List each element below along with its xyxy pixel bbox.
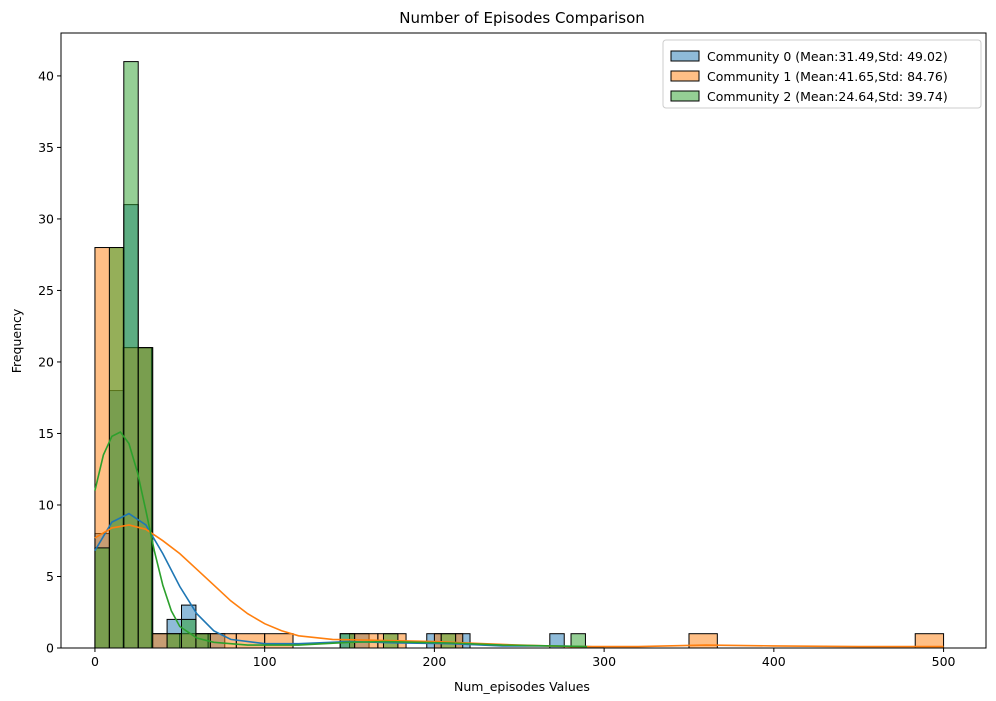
kde-line — [94, 524, 944, 648]
histogram-bar — [440, 633, 457, 649]
y-tick-label: 20 — [38, 354, 54, 369]
y-tick-label: 10 — [38, 497, 54, 512]
histogram-bar — [108, 247, 125, 649]
x-tick-label: 0 — [91, 654, 99, 669]
x-tick-label: 200 — [422, 654, 446, 669]
y-tick-label: 30 — [38, 211, 54, 226]
histogram-bar — [339, 633, 356, 649]
axes: 0 100 200 300 400 500 0 5 10 15 20 25 30 35 40 — [38, 32, 987, 669]
histogram-bar — [123, 61, 139, 649]
x-tick-label: 500 — [932, 654, 956, 669]
y-tick-label: 25 — [38, 283, 54, 298]
plot-frame — [60, 32, 987, 649]
legend-swatch — [670, 90, 700, 102]
y-tick-label: 0 — [46, 641, 54, 656]
kde-line — [94, 430, 588, 648]
legend-box — [662, 39, 982, 109]
legend-swatch — [670, 70, 700, 82]
x-tick-label: 300 — [592, 654, 616, 669]
histogram-bar — [181, 618, 197, 649]
y-tick-label: 35 — [38, 140, 54, 155]
histogram-bar — [137, 347, 154, 649]
legend-label: Community 2 (Mean:24.64,Std: 39.74) — [707, 89, 948, 104]
histogram-bar — [94, 547, 110, 649]
kde-layer — [94, 430, 944, 649]
legend: Community 0 (Mean:31.49,Std: 49.02) Commu… — [662, 39, 982, 109]
legend-label: Community 1 (Mean:41.65,Std: 84.76) — [707, 69, 948, 84]
legend-label: Community 0 (Mean:31.49,Std: 49.02) — [707, 49, 948, 64]
x-tick-label: 400 — [762, 654, 786, 669]
chart-title: Number of Episodes Comparison — [399, 9, 645, 27]
x-axis-label: Num_episodes Values — [454, 679, 590, 694]
histogram-bar — [166, 633, 183, 649]
legend-swatch — [670, 50, 700, 62]
y-tick-label: 15 — [38, 426, 54, 441]
y-tick-label: 40 — [38, 68, 54, 83]
x-tick-label: 100 — [253, 654, 277, 669]
y-axis-label: Frequency — [9, 308, 24, 373]
bars-layer — [94, 61, 945, 649]
y-tick-label: 5 — [46, 569, 54, 584]
